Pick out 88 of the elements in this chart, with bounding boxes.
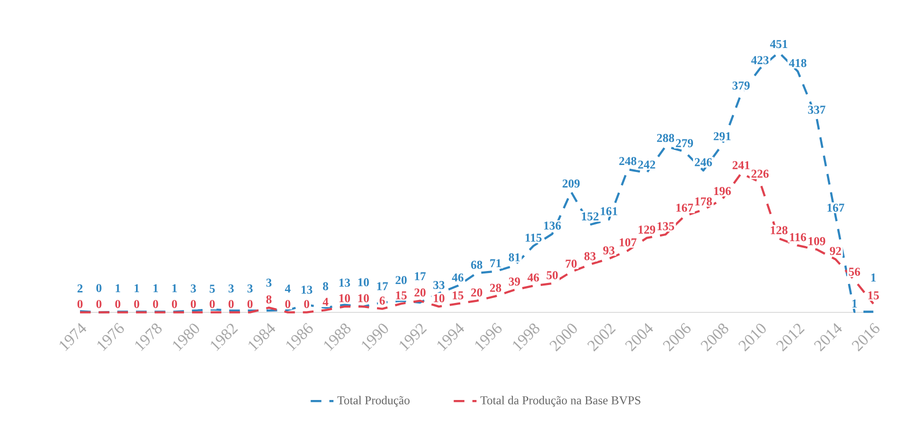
- data-label: 50: [546, 271, 558, 280]
- data-label: 209: [562, 179, 580, 188]
- data-label: 116: [790, 233, 806, 242]
- data-label: 15: [868, 291, 879, 300]
- data-label: 226: [751, 170, 769, 178]
- data-label: 83: [584, 252, 596, 260]
- data-label: 0: [285, 300, 290, 308]
- data-label: 279: [676, 139, 693, 148]
- data-label: 81: [508, 253, 520, 262]
- data-label: 246: [694, 158, 712, 166]
- data-label: 1: [871, 274, 876, 282]
- data-label: 379: [732, 82, 750, 90]
- data-label: 0: [190, 300, 196, 308]
- data-label: 15: [396, 291, 407, 300]
- data-label: 178: [695, 197, 712, 206]
- data-label: 10: [358, 278, 369, 286]
- data-label: 17: [377, 282, 388, 290]
- data-label: 10: [434, 294, 444, 302]
- data-label: 0: [96, 300, 102, 308]
- data-label: 242: [638, 160, 656, 169]
- data-label: 10: [339, 294, 350, 302]
- data-label: 248: [619, 156, 636, 166]
- data-label: 451: [770, 40, 788, 48]
- data-label: 33: [433, 280, 444, 290]
- data-label: 0: [304, 300, 310, 308]
- data-label: 115: [526, 234, 542, 242]
- data-label: 93: [603, 246, 614, 254]
- data-label: 1: [172, 284, 177, 292]
- data-label: 68: [471, 260, 482, 269]
- legend-label: Total Produção: [337, 396, 410, 407]
- data-label: 20: [414, 288, 426, 297]
- data-label: 2: [78, 284, 82, 292]
- data-label: 288: [657, 134, 674, 142]
- data-label: 0: [96, 284, 102, 292]
- data-label: 71: [490, 259, 501, 268]
- data-label: 10: [358, 294, 369, 302]
- legend-label: Total da Produção na Base BVPS: [480, 396, 640, 407]
- data-label: 423: [751, 56, 769, 64]
- data-label: 1: [116, 284, 120, 292]
- data-label: 3: [228, 284, 234, 292]
- data-label: 46: [452, 273, 464, 282]
- data-label: 20: [471, 288, 482, 297]
- data-label: 107: [620, 238, 636, 246]
- data-label: 5: [210, 284, 215, 293]
- data-label: 3: [266, 278, 272, 287]
- data-label: 70: [566, 260, 577, 268]
- data-label: 6: [380, 296, 385, 305]
- data-label: 167: [828, 204, 844, 212]
- data-label: 13: [302, 286, 312, 294]
- data-label: 28: [490, 284, 502, 292]
- data-label: 4: [284, 284, 291, 293]
- data-label: 92: [830, 246, 842, 256]
- data-label: 167: [676, 204, 694, 212]
- data-label: 161: [600, 207, 618, 216]
- data-label: 196: [714, 187, 731, 196]
- data-label: 3: [247, 284, 253, 292]
- data-label: 109: [808, 237, 826, 246]
- data-label: 0: [153, 300, 158, 308]
- data-label: 0: [247, 300, 253, 308]
- data-label: 135: [658, 222, 674, 230]
- data-label: 1: [852, 300, 857, 308]
- data-label: 46: [528, 273, 539, 282]
- data-label: 0: [115, 300, 120, 308]
- data-label: 0: [228, 300, 234, 308]
- data-label: 8: [322, 282, 328, 290]
- data-label: 291: [714, 132, 731, 140]
- data-label: 0: [172, 300, 177, 308]
- data-label: 152: [582, 212, 598, 220]
- data-label: 337: [808, 106, 826, 114]
- data-label: 8: [266, 295, 272, 304]
- data-label: 0: [77, 300, 83, 308]
- data-label: 1: [134, 284, 140, 292]
- data-label: 241: [732, 161, 750, 170]
- data-label: 128: [770, 226, 788, 234]
- data-label: 4: [322, 298, 328, 306]
- data-label: 20: [396, 276, 407, 284]
- data-label: 39: [508, 278, 520, 286]
- data-label: 13: [339, 278, 350, 287]
- data-label: 418: [788, 58, 806, 68]
- data-label: 15: [452, 291, 464, 300]
- data-label: 17: [414, 272, 426, 280]
- data-label: 0: [134, 300, 140, 308]
- data-label: 56: [848, 268, 860, 276]
- data-label: 3: [190, 284, 196, 292]
- data-label: 1: [154, 284, 158, 292]
- data-label: 129: [638, 226, 656, 234]
- data-label: 0: [210, 300, 215, 308]
- data-label: 136: [544, 222, 561, 230]
